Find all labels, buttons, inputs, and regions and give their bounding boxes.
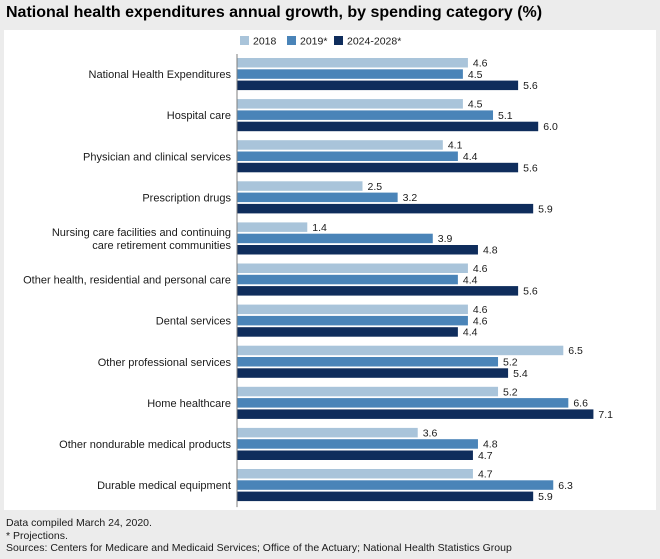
category-label-2-0: Physician and clinical services [83,151,231,163]
bar-3-1 [237,192,398,203]
value-label-8-2: 7.1 [598,409,613,421]
bar-10-2 [237,491,534,502]
footer-notes: Data compiled March 24, 2020. * Projecti… [6,517,512,555]
bar-3-0 [237,181,363,191]
value-label-6-1: 4.6 [473,315,488,327]
value-label-8-1: 6.6 [573,398,588,410]
value-label-3-0: 2.5 [368,181,383,193]
value-label-10-2: 5.9 [538,491,553,503]
bar-6-1 [237,315,468,326]
value-label-6-2: 4.4 [463,327,478,339]
value-label-2-1: 4.4 [463,151,478,163]
bar-8-2 [237,409,594,419]
category-label-3-0: Prescription drugs [142,192,231,204]
bar-9-2 [237,450,473,460]
value-label-0-2: 5.6 [523,80,538,92]
bar-1-1 [237,110,494,120]
bar-6-2 [237,327,458,337]
value-label-4-2: 4.8 [483,245,498,257]
bar-7-1 [237,357,499,367]
value-label-1-0: 4.5 [468,99,483,111]
bar-5-0 [237,263,468,273]
value-label-1-2: 6.0 [543,121,558,133]
bar-2-2 [237,162,519,173]
value-label-8-0: 5.2 [503,386,518,398]
footer-date-note: Data compiled March 24, 2020. [6,517,152,529]
category-label-6-0: Dental services [156,316,232,328]
category-label-0-0: National Health Expenditures [89,69,232,81]
legend-label-0: 2018 [253,36,277,48]
value-label-0-0: 4.6 [473,58,488,70]
legend-swatch-0 [240,36,249,45]
bar-8-1 [237,398,569,408]
value-label-10-1: 6.3 [558,480,573,492]
bar-1-2 [237,121,539,132]
value-label-9-2: 4.7 [478,450,493,462]
value-label-4-0: 1.4 [312,222,327,234]
value-label-5-2: 5.6 [523,286,538,298]
value-label-6-0: 4.6 [473,304,488,316]
value-label-9-1: 4.8 [483,439,498,451]
value-label-4-1: 3.9 [438,233,453,245]
bar-9-0 [237,427,418,438]
category-label-10-0: Durable medical equipment [97,480,231,492]
value-label-5-1: 4.4 [463,274,478,286]
footer-projections-note: * Projections. [6,529,68,542]
bar-4-1 [237,233,433,244]
bar-10-1 [237,480,554,490]
legend-swatch-2 [334,36,343,45]
bar-10-0 [237,469,473,479]
bar-7-2 [237,368,509,378]
bar-4-0 [237,222,308,232]
value-label-3-1: 3.2 [403,192,418,204]
category-label-4-0: Nursing care facilities and continuing [52,227,231,239]
bar-8-0 [237,386,499,397]
bar-5-1 [237,274,458,285]
chart-title: National health expenditures annual grow… [6,4,543,21]
bar-0-1 [237,69,463,79]
value-label-2-2: 5.6 [523,162,538,174]
value-label-2-0: 4.1 [448,140,463,152]
legend-swatch-1 [287,36,296,45]
bar-3-2 [237,203,534,214]
value-label-9-0: 3.6 [423,427,438,439]
category-label-4-1: care retirement communities [92,240,231,252]
value-label-10-0: 4.7 [478,469,493,481]
bar-0-0 [237,58,468,68]
category-label-8-0: Home healthcare [147,398,231,410]
bar-0-2 [237,80,519,91]
category-label-5-0: Other health, residential and personal c… [23,275,231,287]
bar-7-0 [237,345,564,356]
bar-1-0 [237,99,463,109]
bar-5-2 [237,286,519,296]
category-label-9-0: Other nondurable medical products [59,439,231,451]
chart-panel: 2018 2019* 2024-2028* 4.6 4.5 5.6 National Hea… [4,30,656,510]
bar-4-2 [237,245,478,255]
value-label-7-1: 5.2 [503,357,518,369]
legend-label-2: 2024-2028* [347,36,401,48]
value-label-5-0: 4.6 [473,263,488,275]
value-label-7-0: 6.5 [568,345,583,357]
category-label-7-0: Other professional services [98,357,232,369]
value-label-3-2: 5.9 [538,203,553,215]
value-label-1-1: 5.1 [498,110,513,122]
legend-label-1: 2019* [300,36,327,48]
bar-6-0 [237,304,468,315]
value-label-0-1: 4.5 [468,69,483,81]
category-label-1-0: Hospital care [167,110,231,122]
footer-sources-note: Sources: Centers for Medicare and Medica… [6,542,512,554]
bar-9-1 [237,439,478,449]
value-label-7-2: 5.4 [513,368,528,380]
bar-2-1 [237,151,458,161]
bar-2-0 [237,140,443,150]
